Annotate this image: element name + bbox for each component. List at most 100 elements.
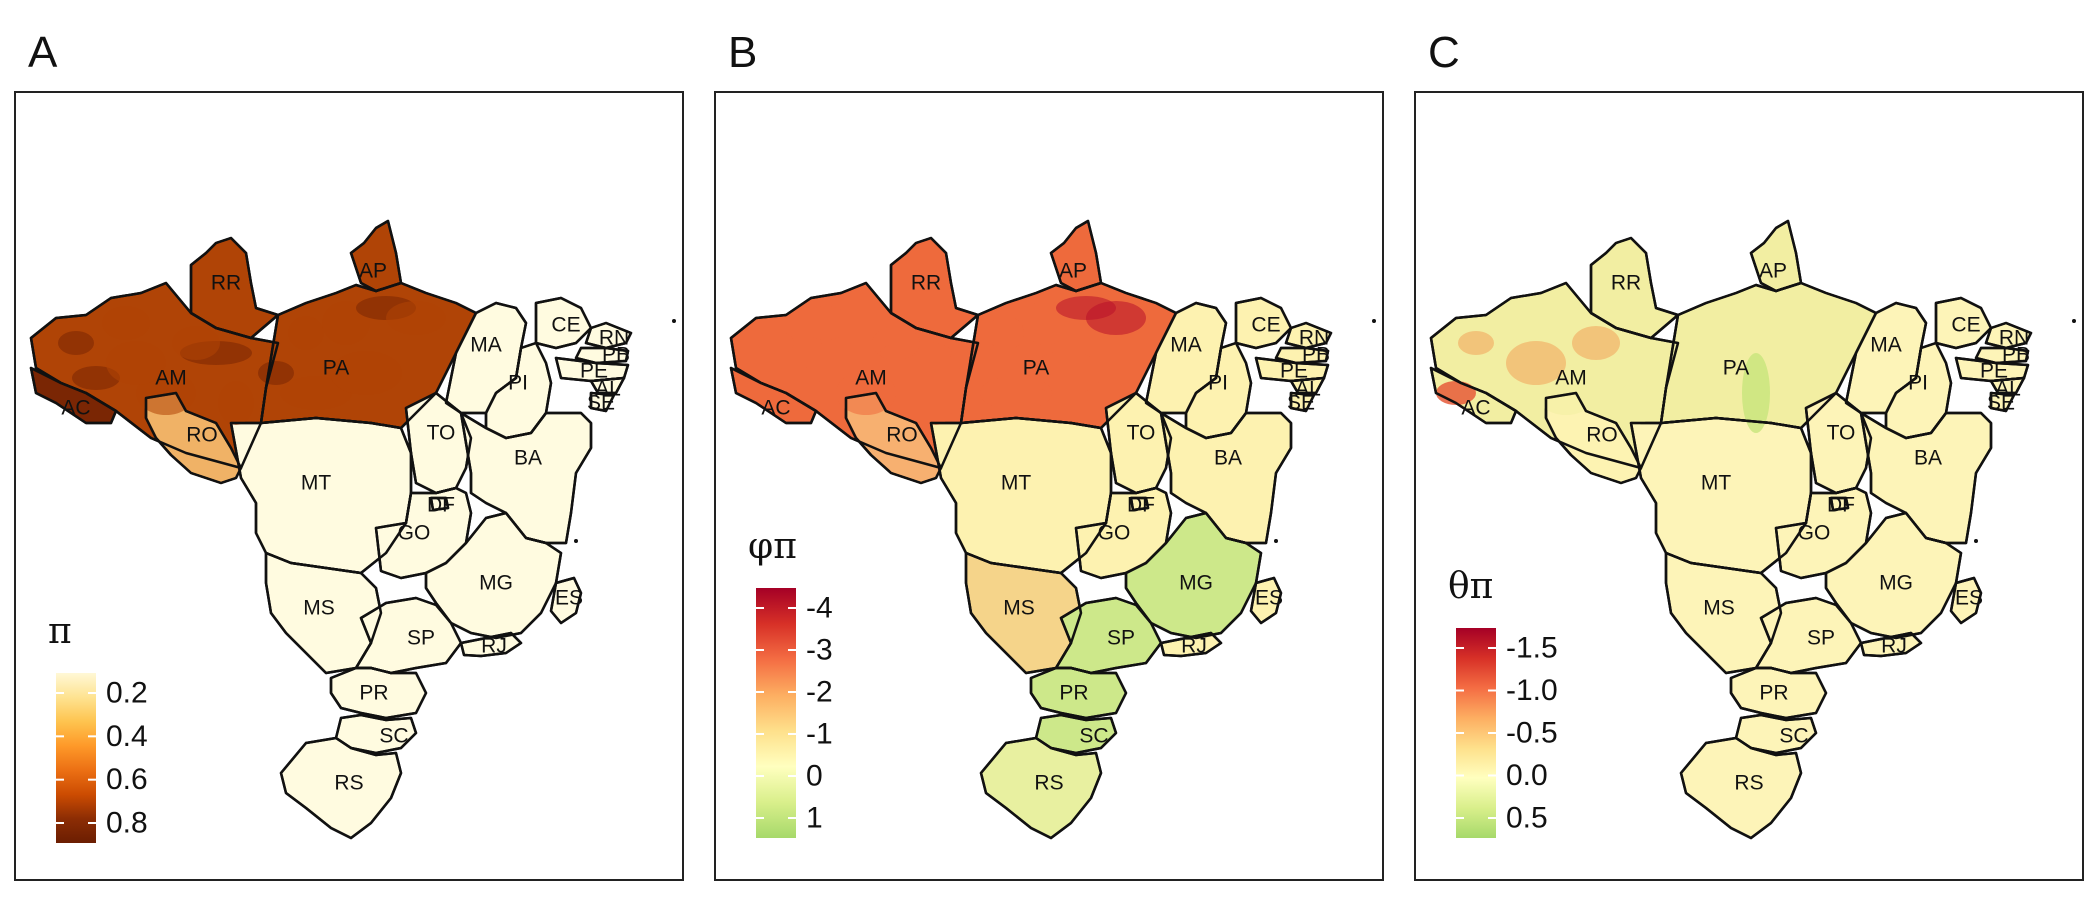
legend-title: φπ [748, 526, 797, 567]
state-label-df: DF [1827, 494, 1855, 517]
border-pb [1274, 346, 1330, 365]
border-ba [1159, 411, 1293, 545]
state-label-ba: BA [1214, 447, 1242, 470]
legend-tick-label: -3 [806, 634, 833, 667]
state-label-ap: AP [1759, 260, 1787, 283]
border-rn [584, 321, 633, 350]
texture-blob [958, 361, 994, 385]
border-pr [1729, 666, 1828, 720]
state-label-sp: SP [1107, 627, 1135, 650]
region-texture [1436, 296, 1846, 433]
state-label-ms: MS [1703, 597, 1735, 620]
state-label-rs: RS [334, 772, 363, 795]
island-dot [672, 319, 676, 323]
state-label-ma: MA [1870, 334, 1902, 357]
border-rj [1159, 631, 1223, 658]
island-dot [1274, 539, 1278, 543]
state-label-df: DF [1127, 494, 1155, 517]
border-rn [1284, 321, 1333, 350]
legend-tick-label: 0.0 [1506, 759, 1548, 792]
border-al [589, 376, 626, 395]
texture-blob [1472, 366, 1520, 390]
legend-tick-label: 0.6 [106, 763, 148, 796]
legend-tick-label: 0.5 [1506, 802, 1548, 835]
island-dot [574, 539, 578, 543]
border-rn [1984, 321, 2033, 350]
state-label-rj: RJ [1881, 635, 1907, 658]
texture-blob [172, 326, 220, 360]
state-label-mg: MG [479, 572, 513, 595]
state-label-pr: PR [1759, 682, 1788, 705]
state-label-rn: RN [1999, 327, 2029, 350]
border-ap [1749, 219, 1803, 293]
border-mt [1629, 416, 1813, 575]
state-label-ma: MA [470, 334, 502, 357]
state-label-rj: RJ [1181, 635, 1207, 658]
texture-blob [1680, 376, 1752, 410]
legend-tick-label: -4 [806, 592, 833, 625]
border-se [1289, 391, 1316, 413]
legend-title: θπ [1448, 566, 1493, 607]
state-label-sp: SP [1807, 627, 1835, 650]
border-mt [929, 416, 1113, 575]
island-dot [1372, 319, 1376, 323]
texture-blob [330, 351, 402, 395]
texture-blob [1458, 331, 1494, 355]
texture-blob [1786, 301, 1846, 335]
border-rj [459, 631, 523, 658]
border-go [1774, 486, 1873, 580]
state-label-rs: RS [1734, 772, 1763, 795]
state-label-es: ES [1955, 587, 1983, 610]
state-label-rr: RR [211, 272, 241, 295]
texture-blob [280, 376, 352, 410]
border-df [429, 496, 450, 512]
border-se [1989, 391, 2016, 413]
border-es [549, 576, 583, 625]
border-df [1129, 496, 1150, 512]
texture-blob [1030, 351, 1102, 395]
border-ce [534, 296, 593, 350]
texture-blob [758, 331, 794, 355]
state-label-am: AM [855, 367, 887, 390]
state-label-pa: PA [1023, 357, 1049, 380]
border-al [1289, 376, 1326, 395]
border-rs [979, 736, 1103, 840]
state-label-ro: RO [886, 424, 918, 447]
legend-tick-label: 0.8 [106, 807, 148, 840]
state-label-ro: RO [1586, 424, 1618, 447]
state-label-ap: AP [359, 260, 387, 283]
state-label-go: GO [1798, 522, 1831, 545]
region-texture [758, 296, 1146, 425]
border-ce [1934, 296, 1993, 350]
legend-tick-label: 0.4 [106, 720, 148, 753]
texture-blob [102, 306, 150, 340]
map-panel-a: RR AP AM PA MA CE RN PB PE AL SE PI AC RO TO MT BA GO DF MG… [14, 91, 684, 881]
legend-tick-label: 1 [806, 802, 823, 835]
state-label-ro: RO [186, 424, 218, 447]
legend-tick-label: 0.2 [106, 677, 148, 710]
state-label-ac: AC [1461, 397, 1490, 420]
state-label-to: TO [1127, 422, 1156, 445]
texture-blob [1688, 316, 1724, 350]
state-label-mt: MT [1701, 472, 1731, 495]
state-label-go: GO [398, 522, 431, 545]
legend-tick-label: -2 [806, 676, 833, 709]
border-es [1949, 576, 1983, 625]
state-label-sp: SP [407, 627, 435, 650]
state-label-ce: CE [1951, 314, 1980, 337]
texture-blob [918, 381, 954, 425]
texture-blob [802, 306, 850, 340]
legend-tick-label: -1.5 [1506, 632, 1558, 665]
legend-colorbar [56, 673, 96, 843]
state-label-rj: RJ [481, 635, 507, 658]
border-ac [29, 366, 118, 425]
border-pr [1029, 666, 1128, 720]
state-label-rr: RR [1611, 272, 1641, 295]
border-ap [349, 219, 403, 293]
border-rs [279, 736, 403, 840]
state-label-df: DF [427, 494, 455, 517]
state-label-ba: BA [514, 447, 542, 470]
